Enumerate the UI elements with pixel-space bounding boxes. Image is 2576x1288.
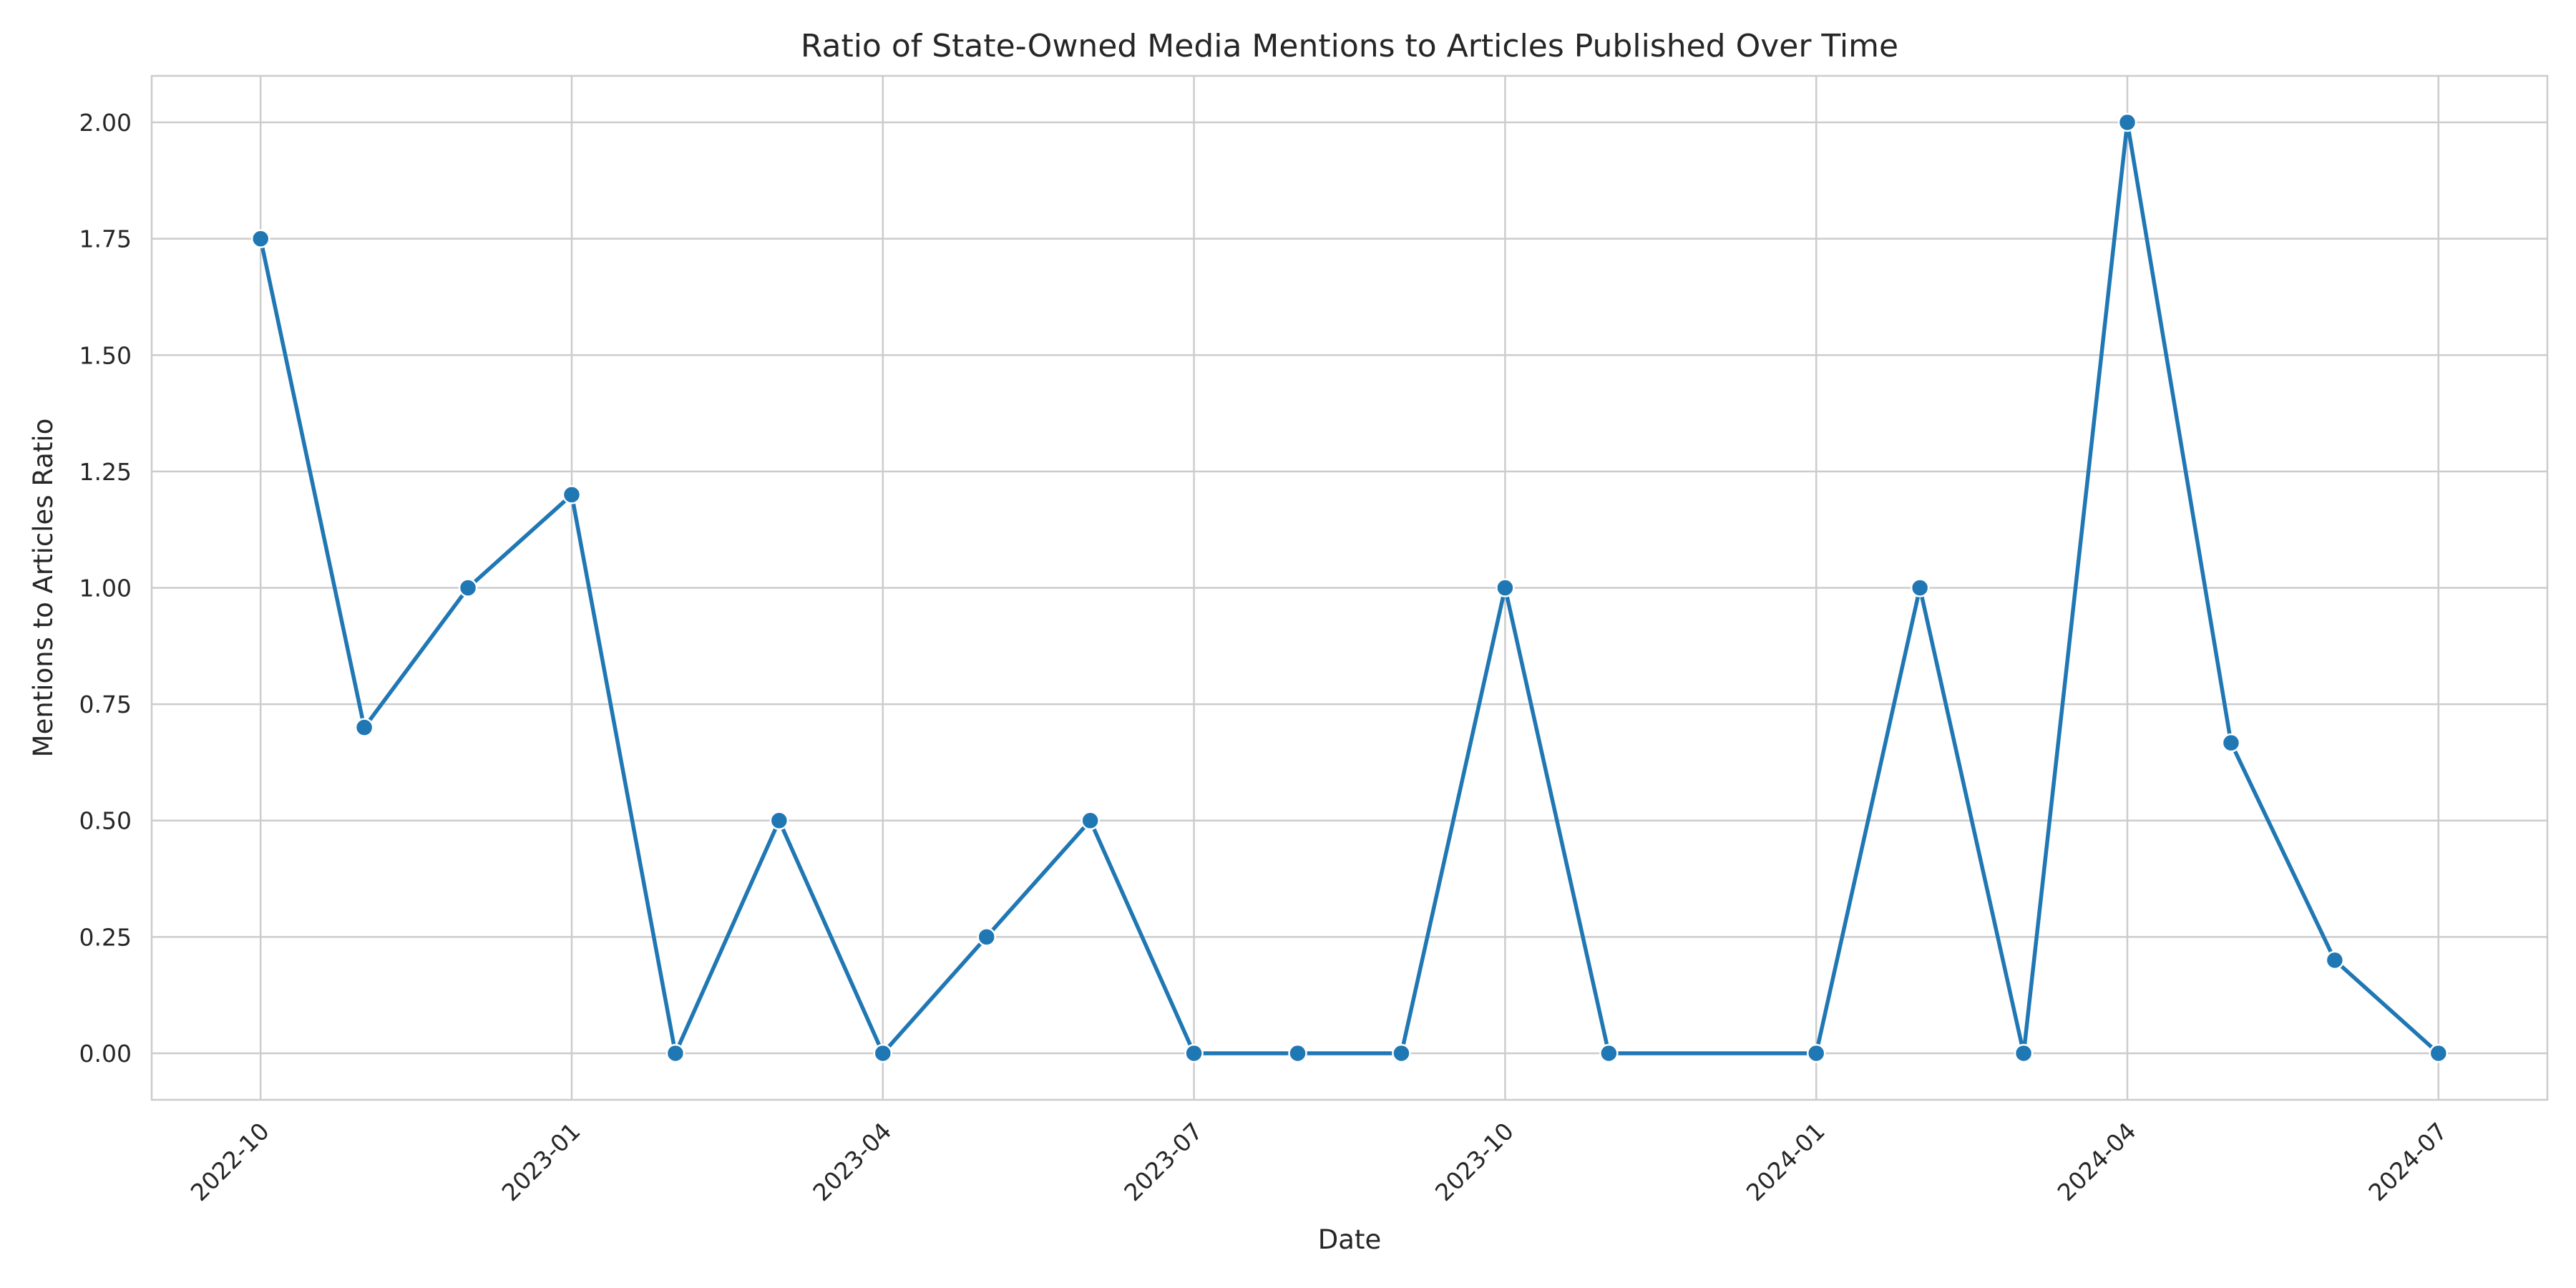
x-tick-label: 2024-01 — [1741, 1117, 1830, 1206]
y-tick-label: 1.00 — [79, 575, 132, 602]
data-point — [1599, 1043, 1619, 1063]
data-point — [1496, 578, 1515, 597]
y-tick-label: 1.25 — [79, 458, 132, 486]
y-tick-label: 1.75 — [79, 225, 132, 253]
data-point — [1806, 1043, 1826, 1063]
data-point — [977, 927, 996, 947]
y-tick-label: 0.75 — [79, 691, 132, 718]
data-point — [1392, 1043, 1411, 1063]
data-point — [2325, 950, 2345, 970]
data-point — [665, 1043, 686, 1063]
data-point — [1288, 1043, 1307, 1063]
data-point — [873, 1043, 893, 1063]
series — [250, 112, 2449, 1063]
y-tick-label: 1.50 — [79, 341, 132, 369]
x-tick-label: 2023-04 — [807, 1117, 897, 1206]
data-point — [2117, 112, 2137, 132]
x-tick-label: 2023-07 — [1118, 1117, 1208, 1206]
y-axis-ticks: 0.00 0.25 0.50 0.75 1.00 1.25 1.50 1.75 2.00 — [79, 109, 132, 1068]
data-point — [2221, 733, 2241, 753]
x-tick-label: 2023-01 — [497, 1117, 586, 1206]
data-point — [2014, 1043, 2034, 1063]
data-point — [354, 718, 374, 737]
data-point — [1910, 578, 1930, 597]
data-point — [458, 578, 478, 597]
y-tick-label: 0.25 — [79, 923, 132, 951]
grid — [152, 76, 2547, 1100]
data-point — [1080, 811, 1100, 830]
y-tick-label: 0.00 — [79, 1040, 132, 1068]
data-point — [2429, 1043, 2449, 1063]
data-point — [250, 229, 270, 248]
x-axis-label: Date — [1318, 1224, 1381, 1255]
y-axis-label: Mentions to Articles Ratio — [28, 419, 59, 758]
chart-title: Ratio of State-Owned Media Mentions to A… — [801, 28, 1898, 64]
x-axis-ticks: 2022-10 2023-01 2023-04 2023-07 2023-10 2024-… — [185, 1117, 2453, 1206]
y-tick-label: 0.50 — [79, 807, 132, 835]
data-point — [562, 485, 582, 504]
data-point — [769, 811, 789, 830]
plot-frame — [150, 74, 2549, 1101]
x-tick-label: 2024-04 — [2052, 1117, 2142, 1206]
y-tick-label: 2.00 — [79, 109, 132, 137]
x-tick-label: 2022-10 — [185, 1117, 275, 1206]
x-tick-label: 2024-07 — [2363, 1117, 2452, 1206]
data-point — [1184, 1043, 1204, 1063]
x-tick-label: 2023-10 — [1430, 1117, 1519, 1206]
